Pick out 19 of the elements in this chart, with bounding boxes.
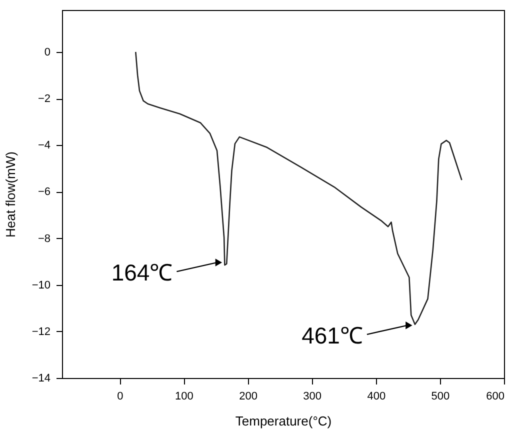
y-tick-label: −10: [32, 279, 50, 292]
x-tick-label: 500: [431, 390, 450, 402]
y-tick-label: −6: [38, 186, 50, 198]
y-tick-label: −4: [38, 140, 50, 152]
annotation: 164℃: [111, 260, 173, 286]
x-tick-label: 100: [175, 390, 194, 402]
y-axis-title: Heat flow(mW): [2, 152, 18, 238]
x-tick-label: 0: [117, 390, 124, 402]
annotation: 461℃: [302, 322, 363, 348]
x-tick-label: 400: [367, 390, 386, 402]
x-tick-label: 600: [486, 390, 504, 402]
y-tick-label: −14: [32, 372, 50, 384]
x-tick-label: 300: [303, 390, 322, 402]
y-tick-label: 0: [44, 46, 50, 58]
x-tick-label: 200: [239, 390, 258, 402]
x-axis-title: Temperature(°C): [235, 414, 332, 428]
y-tick-label: −2: [38, 93, 50, 106]
y-tick-label: −8: [38, 232, 50, 245]
y-tick-label: −12: [32, 326, 50, 338]
